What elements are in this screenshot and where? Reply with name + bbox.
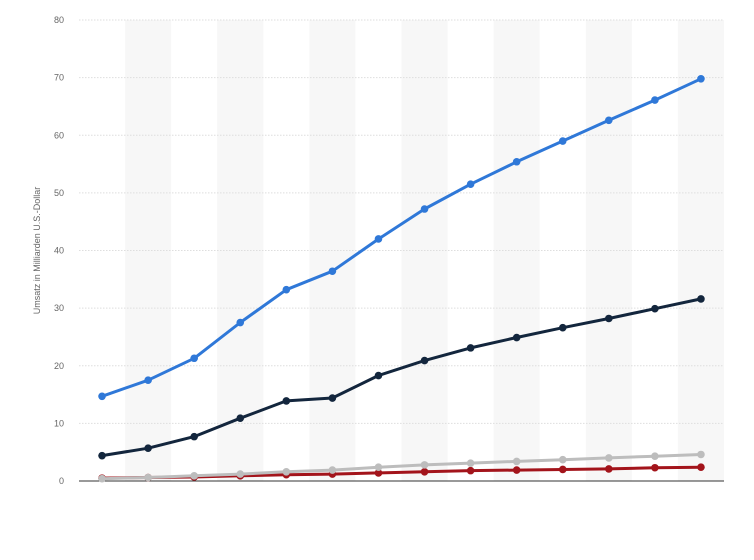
series-line: [100, 77, 703, 398]
data-point: [651, 452, 659, 461]
y-tick-label: 60: [54, 130, 64, 140]
data-point: [420, 205, 429, 213]
data-point: [190, 354, 198, 363]
data-point: [605, 465, 613, 473]
column-band: [217, 20, 264, 481]
data-point: [697, 74, 705, 83]
series-layer: [98, 74, 705, 483]
data-point: [466, 344, 475, 352]
y-tick-label: 70: [54, 73, 64, 83]
data-point: [697, 450, 705, 459]
y-axis-title: Umsatz in Milliarden U.S.-Dollar: [32, 187, 42, 315]
y-tick-label: 10: [54, 418, 64, 428]
data-point: [98, 451, 106, 460]
data-point: [328, 394, 337, 402]
y-tick-label: 50: [54, 188, 64, 198]
data-point: [558, 465, 567, 474]
data-point: [328, 267, 337, 276]
y-tick-label: 0: [59, 476, 64, 486]
data-point: [651, 304, 659, 313]
data-point: [697, 463, 705, 471]
data-point: [420, 461, 429, 469]
data-point: [605, 314, 613, 323]
data-point: [282, 397, 291, 405]
series-line: [100, 453, 703, 481]
data-point: [558, 455, 567, 464]
data-point: [466, 459, 475, 467]
data-point: [98, 392, 106, 401]
data-point: [420, 356, 429, 365]
data-point: [420, 467, 429, 476]
data-point: [236, 414, 245, 422]
series-1: [98, 74, 705, 401]
y-tick-label: 80: [54, 15, 64, 25]
data-point: [190, 472, 198, 480]
data-point: [466, 466, 475, 475]
data-point: [98, 474, 106, 483]
data-point: [282, 285, 291, 294]
data-point: [697, 295, 705, 303]
data-point: [512, 157, 521, 166]
data-point: [651, 96, 659, 104]
data-point: [144, 376, 152, 384]
data-point: [190, 432, 198, 441]
data-point: [328, 466, 337, 474]
y-axis-ticks: 0 10 20 30 40 50 60 70 80: [54, 15, 64, 486]
data-point: [512, 333, 521, 342]
data-point: [374, 371, 383, 380]
data-point: [374, 463, 383, 471]
series-3: [98, 450, 705, 483]
data-point: [512, 457, 521, 466]
y-tick-label: 20: [54, 361, 64, 371]
series-line: [100, 297, 703, 458]
data-point: [374, 469, 383, 477]
data-point: [282, 467, 291, 476]
y-tick-label: 30: [54, 303, 64, 313]
grid-lines: [79, 19, 724, 424]
series-2: [98, 295, 705, 460]
data-point: [466, 180, 475, 189]
data-point: [144, 473, 152, 482]
column-bands: [125, 20, 724, 481]
data-point: [558, 323, 567, 332]
data-point: [605, 454, 613, 462]
data-point: [605, 116, 613, 125]
data-point: [236, 318, 245, 327]
data-point: [558, 137, 567, 145]
data-point: [144, 444, 152, 452]
data-point: [374, 235, 383, 243]
y-tick-label: 40: [54, 246, 64, 256]
data-point: [236, 470, 245, 478]
data-point: [512, 466, 521, 474]
data-point: [651, 463, 659, 472]
